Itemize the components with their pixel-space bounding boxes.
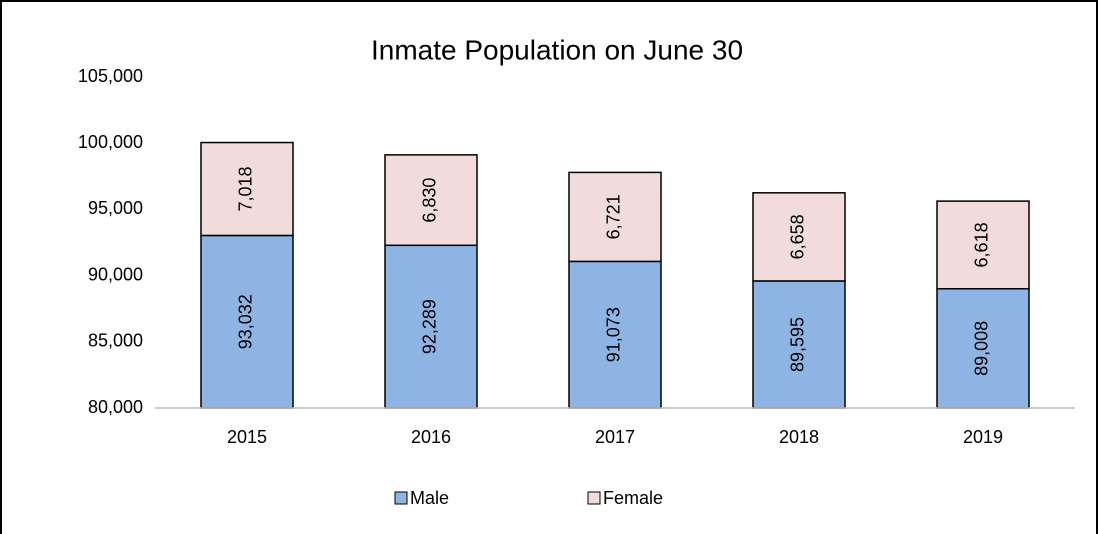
legend-swatch bbox=[394, 491, 408, 505]
y-tick-label: 85,000 bbox=[88, 331, 143, 351]
y-tick-label: 105,000 bbox=[78, 66, 143, 86]
bar-segment bbox=[936, 200, 1030, 290]
y-tick-label: 80,000 bbox=[88, 397, 143, 417]
x-tick-label: 2017 bbox=[595, 427, 635, 447]
y-tick-label: 100,000 bbox=[78, 132, 143, 152]
legend-swatch bbox=[587, 491, 601, 505]
data-label: 7,018 bbox=[236, 166, 256, 211]
data-label: 91,073 bbox=[604, 307, 624, 362]
chart-title: Inmate Population on June 30 bbox=[371, 34, 743, 65]
x-tick-label: 2019 bbox=[963, 427, 1003, 447]
bar-segment bbox=[384, 154, 478, 247]
data-label: 6,830 bbox=[420, 178, 440, 223]
data-label: 89,595 bbox=[788, 317, 808, 372]
bar-segment bbox=[568, 260, 662, 409]
y-tick-label: 90,000 bbox=[88, 264, 143, 284]
bar-segment bbox=[200, 234, 294, 409]
legend-label: Female bbox=[603, 488, 663, 508]
x-tick-label: 2016 bbox=[411, 427, 451, 447]
x-tick-label: 2015 bbox=[227, 427, 267, 447]
y-tick-label: 95,000 bbox=[88, 198, 143, 218]
bar-segment bbox=[200, 141, 294, 237]
data-label: 6,658 bbox=[788, 214, 808, 259]
legend-label: Male bbox=[410, 488, 449, 508]
data-label: 6,618 bbox=[972, 222, 992, 267]
data-label: 6,721 bbox=[604, 194, 624, 239]
data-label: 93,032 bbox=[236, 294, 256, 349]
x-tick-label: 2018 bbox=[779, 427, 819, 447]
bar-segment bbox=[752, 192, 846, 282]
bar-segment bbox=[568, 171, 662, 263]
data-label: 92,289 bbox=[420, 299, 440, 354]
data-label: 89,008 bbox=[972, 321, 992, 376]
